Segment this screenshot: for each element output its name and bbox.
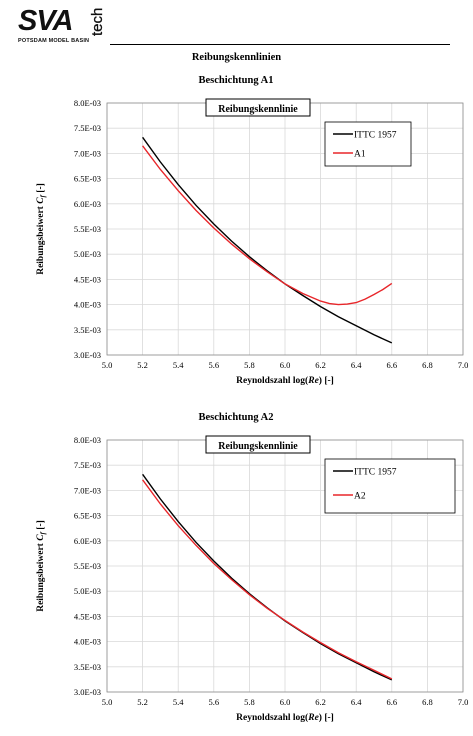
x-tick-label: 6.0 xyxy=(280,697,291,707)
sva-logo: SVA POTSDAM MODEL BASIN xyxy=(18,6,104,46)
x-tick-label: 6.6 xyxy=(386,360,397,370)
y-tick-label: 4.0E-03 xyxy=(74,637,101,647)
series-line-ittc-1957 xyxy=(142,136,393,344)
x-tick-label: 6.2 xyxy=(315,697,326,707)
x-tick-label: 7.0 xyxy=(458,360,469,370)
page-title: Reibungskennlinien xyxy=(191,52,282,63)
inner-title: Reibungskennlinie xyxy=(218,441,298,452)
x-tick-label: 5.4 xyxy=(173,697,184,707)
y-tick-label: 5.0E-03 xyxy=(74,586,101,596)
inner-title: Reibungskennlinie xyxy=(218,104,298,115)
legend-box xyxy=(324,458,456,514)
x-tick-label: 5.6 xyxy=(208,697,219,707)
legend-label: ITTC 1957 xyxy=(354,131,397,141)
y-tick-label: 5.5E-03 xyxy=(74,224,101,234)
y-tick-label: 7.0E-03 xyxy=(74,148,101,158)
logo-subtitle: POTSDAM MODEL BASIN xyxy=(18,38,90,44)
y-tick-label: 4.5E-03 xyxy=(74,274,101,284)
logo-tech-tag: tech xyxy=(89,7,106,36)
x-tick-label: 5.6 xyxy=(208,360,219,370)
x-tick-label: 5.4 xyxy=(173,360,184,370)
y-tick-label: 7.5E-03 xyxy=(74,123,101,133)
y-tick-label: 3.0E-03 xyxy=(74,350,101,360)
y-axis-label: Reibungsbeiwert Cf [-] xyxy=(36,183,47,275)
legend-box xyxy=(324,121,412,167)
x-axis-label: Reynoldszahl log(Re) [-] xyxy=(236,375,334,386)
y-tick-label: 6.5E-03 xyxy=(74,511,101,521)
y-tick-label: 4.0E-03 xyxy=(74,300,101,310)
x-tick-label: 7.0 xyxy=(458,697,469,707)
series-line-a2 xyxy=(142,479,393,680)
y-tick-label: 3.5E-03 xyxy=(74,325,101,335)
x-tick-label: 5.2 xyxy=(137,360,148,370)
y-tick-label: 8.0E-03 xyxy=(74,435,101,445)
y-tick-label: 5.5E-03 xyxy=(74,561,101,571)
x-tick-label: 6.0 xyxy=(280,360,291,370)
legend-label: ITTC 1957 xyxy=(354,468,397,478)
y-tick-label: 3.5E-03 xyxy=(74,662,101,672)
x-tick-label: 6.8 xyxy=(422,697,433,707)
x-tick-label: 5.8 xyxy=(244,360,255,370)
legend-label: A2 xyxy=(354,492,366,502)
y-tick-label: 6.0E-03 xyxy=(74,536,101,546)
x-tick-label: 6.4 xyxy=(351,697,362,707)
y-tick-label: 6.0E-03 xyxy=(74,199,101,209)
header-rule xyxy=(110,44,450,45)
x-tick-label: 6.6 xyxy=(386,697,397,707)
x-tick-label: 6.4 xyxy=(351,360,362,370)
chart-a2: Beschichtung A2 3.0E-03 3.5E-03 4.0E-03 4.5E… xyxy=(0,405,473,735)
y-tick-label: 8.0E-03 xyxy=(74,98,101,108)
chart-title: Beschichtung A2 xyxy=(199,412,274,423)
chart-a1: Beschichtung A1 3.0E-03 3.5E-03 4.0E-03 4.5E… xyxy=(0,68,473,398)
y-tick-label: 5.0E-03 xyxy=(74,249,101,259)
y-tick-label: 7.0E-03 xyxy=(74,485,101,495)
series-line-a1 xyxy=(142,145,393,306)
x-axis-label: Reynoldszahl log(Re) [-] xyxy=(236,712,334,723)
chart-a2-svg: Beschichtung A2 3.0E-03 3.5E-03 4.0E-03 4.5E… xyxy=(36,412,469,723)
chart-title: Beschichtung A1 xyxy=(199,75,274,86)
chart-a1-svg: Beschichtung A1 3.0E-03 3.5E-03 4.0E-03 4.5E… xyxy=(36,75,469,386)
page-header: SVA POTSDAM MODEL BASIN tech xyxy=(0,0,473,52)
y-tick-label: 7.5E-03 xyxy=(74,460,101,470)
y-tick-label: 3.0E-03 xyxy=(74,687,101,697)
x-tick-label: 5.2 xyxy=(137,697,148,707)
x-tick-label: 5.0 xyxy=(102,697,113,707)
y-tick-label: 4.5E-03 xyxy=(74,611,101,621)
logo-brand: SVA xyxy=(18,5,73,37)
inner-title-box xyxy=(205,98,311,117)
y-tick-label: 6.5E-03 xyxy=(74,174,101,184)
x-tick-label: 5.0 xyxy=(102,360,113,370)
x-tick-label: 6.2 xyxy=(315,360,326,370)
y-axis-label: Reibungsbeiwert Cf [-] xyxy=(36,520,47,612)
x-tick-label: 5.8 xyxy=(244,697,255,707)
legend-label: A1 xyxy=(354,150,366,160)
inner-title-box xyxy=(205,435,311,454)
x-tick-label: 6.8 xyxy=(422,360,433,370)
